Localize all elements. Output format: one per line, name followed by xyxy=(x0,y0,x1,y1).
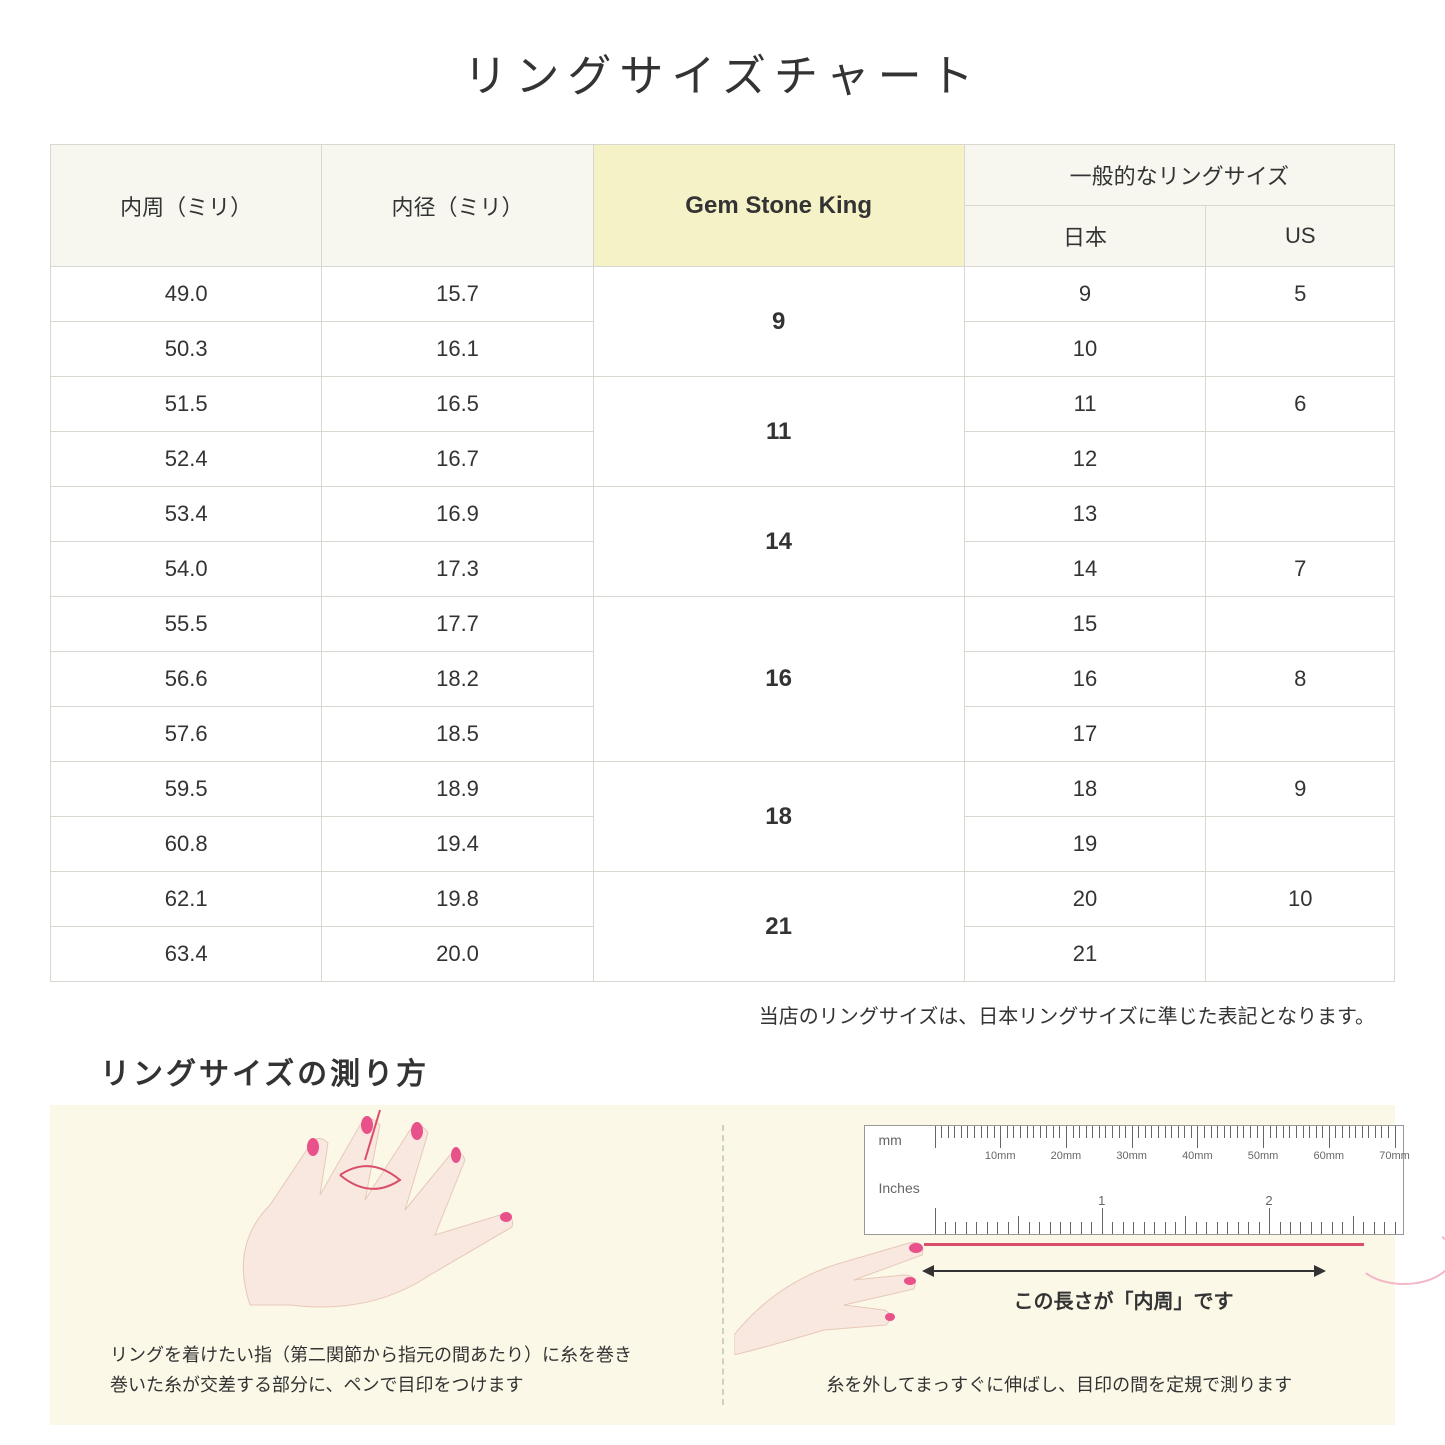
cell-us: 8 xyxy=(1206,652,1395,707)
cell-diameter: 18.2 xyxy=(322,652,593,707)
ruler-mm-tick-label: 50mm xyxy=(1248,1150,1279,1162)
measurement-arrow-label: この長さが「内周」です xyxy=(924,1285,1324,1314)
cell-us: 10 xyxy=(1206,872,1395,927)
cell-circumference: 52.4 xyxy=(51,432,322,487)
measure-title: リングサイズの測り方 xyxy=(100,1049,1395,1093)
cell-jp: 20 xyxy=(964,872,1206,927)
cell-jp: 17 xyxy=(964,707,1206,762)
ruler-mm-tick-label: 10mm xyxy=(985,1150,1016,1162)
ruler-in-tick-label: 1 xyxy=(1098,1193,1105,1208)
col-jp: 日本 xyxy=(964,206,1206,267)
ruler-mm-label: mm xyxy=(879,1132,902,1148)
note-text: 当店のリングサイズは、日本リングサイズに準じた表記となります。 xyxy=(50,1000,1395,1029)
cell-diameter: 17.7 xyxy=(322,597,593,652)
cell-us xyxy=(1206,707,1395,762)
cell-jp: 11 xyxy=(964,377,1206,432)
cell-jp: 13 xyxy=(964,487,1206,542)
thread-line xyxy=(924,1243,1364,1246)
cell-gsk: 21 xyxy=(593,872,964,982)
cell-diameter: 15.7 xyxy=(322,267,593,322)
cell-diameter: 19.8 xyxy=(322,872,593,927)
cell-us: 5 xyxy=(1206,267,1395,322)
page-title: リングサイズチャート xyxy=(50,40,1395,104)
cell-circumference: 63.4 xyxy=(51,927,322,982)
ruler-in-label: Inches xyxy=(879,1180,920,1196)
cell-us xyxy=(1206,817,1395,872)
cell-circumference: 55.5 xyxy=(51,597,322,652)
guide-right-panel: mm Inches 10mm20mm30mm40mm50mm60mm70mm 1… xyxy=(724,1105,1396,1425)
cell-us xyxy=(1206,432,1395,487)
cell-circumference: 51.5 xyxy=(51,377,322,432)
cell-circumference: 54.0 xyxy=(51,542,322,597)
guide-left-caption: リングを着けたい指（第二関節から指元の間あたり）に糸を巻き 巻いた糸が交差する部… xyxy=(110,1340,682,1401)
table-row: 49.015.7995 xyxy=(51,267,1395,322)
cell-diameter: 16.9 xyxy=(322,487,593,542)
table-row: 62.119.8212010 xyxy=(51,872,1395,927)
ruler-mm-tick-label: 20mm xyxy=(1051,1150,1082,1162)
measurement-arrow xyxy=(924,1270,1324,1272)
hand-illustration-right xyxy=(734,1215,934,1355)
cell-gsk: 11 xyxy=(593,377,964,487)
cell-jp: 12 xyxy=(964,432,1206,487)
cell-jp: 10 xyxy=(964,322,1206,377)
cell-gsk: 18 xyxy=(593,762,964,872)
cell-gsk: 16 xyxy=(593,597,964,762)
cell-circumference: 60.8 xyxy=(51,817,322,872)
col-gsk: Gem Stone King xyxy=(593,145,964,267)
cell-circumference: 49.0 xyxy=(51,267,322,322)
cell-us: 9 xyxy=(1206,762,1395,817)
table-row: 55.517.71615 xyxy=(51,597,1395,652)
cell-jp: 19 xyxy=(964,817,1206,872)
cell-diameter: 16.5 xyxy=(322,377,593,432)
cell-diameter: 20.0 xyxy=(322,927,593,982)
col-circumference: 内周（ミリ） xyxy=(51,145,322,267)
cell-diameter: 16.1 xyxy=(322,322,593,377)
thread-curl xyxy=(1354,1225,1445,1285)
hand-illustration-left xyxy=(170,1105,590,1330)
ruler-mm-tick-label: 70mm xyxy=(1379,1150,1410,1162)
cell-us: 7 xyxy=(1206,542,1395,597)
cell-diameter: 17.3 xyxy=(322,542,593,597)
cell-diameter: 16.7 xyxy=(322,432,593,487)
cell-diameter: 19.4 xyxy=(322,817,593,872)
cell-diameter: 18.5 xyxy=(322,707,593,762)
ruler-mm-tick-label: 30mm xyxy=(1116,1150,1147,1162)
cell-jp: 9 xyxy=(964,267,1206,322)
cell-circumference: 57.6 xyxy=(51,707,322,762)
cell-circumference: 53.4 xyxy=(51,487,322,542)
ruler-mm-tick-label: 40mm xyxy=(1182,1150,1213,1162)
cell-us: 6 xyxy=(1206,377,1395,432)
cell-us xyxy=(1206,487,1395,542)
cell-circumference: 50.3 xyxy=(51,322,322,377)
cell-jp: 14 xyxy=(964,542,1206,597)
cell-diameter: 18.9 xyxy=(322,762,593,817)
cell-circumference: 56.6 xyxy=(51,652,322,707)
guide-right-caption: 糸を外してまっすぐに伸ばし、目印の間を定規で測ります xyxy=(764,1370,1356,1401)
col-common: 一般的なリングサイズ xyxy=(964,145,1394,206)
table-row: 59.518.918189 xyxy=(51,762,1395,817)
cell-circumference: 62.1 xyxy=(51,872,322,927)
measure-guide: リングを着けたい指（第二関節から指元の間あたり）に糸を巻き 巻いた糸が交差する部… xyxy=(50,1105,1395,1425)
cell-gsk: 9 xyxy=(593,267,964,377)
cell-jp: 18 xyxy=(964,762,1206,817)
cell-us xyxy=(1206,927,1395,982)
table-row: 51.516.511116 xyxy=(51,377,1395,432)
guide-left-panel: リングを着けたい指（第二関節から指元の間あたり）に糸を巻き 巻いた糸が交差する部… xyxy=(50,1105,722,1425)
cell-jp: 15 xyxy=(964,597,1206,652)
cell-us xyxy=(1206,597,1395,652)
table-row: 53.416.91413 xyxy=(51,487,1395,542)
ruler-illustration: mm Inches 10mm20mm30mm40mm50mm60mm70mm 1… xyxy=(864,1125,1404,1235)
cell-circumference: 59.5 xyxy=(51,762,322,817)
cell-jp: 16 xyxy=(964,652,1206,707)
col-diameter: 内径（ミリ） xyxy=(322,145,593,267)
ruler-in-tick-label: 2 xyxy=(1265,1193,1272,1208)
cell-us xyxy=(1206,322,1395,377)
col-us: US xyxy=(1206,206,1395,267)
cell-gsk: 14 xyxy=(593,487,964,597)
cell-jp: 21 xyxy=(964,927,1206,982)
ruler-mm-tick-label: 60mm xyxy=(1314,1150,1345,1162)
ring-size-table: 内周（ミリ） 内径（ミリ） Gem Stone King 一般的なリングサイズ … xyxy=(50,144,1395,982)
